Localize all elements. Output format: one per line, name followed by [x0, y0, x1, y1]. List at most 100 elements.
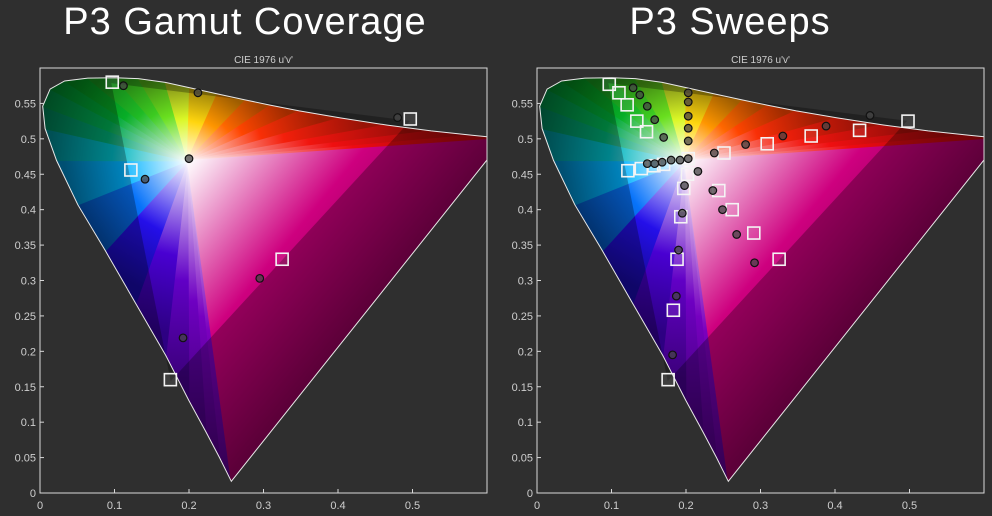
- left-measured-point: [193, 88, 203, 98]
- right-cie-label: CIE 1976 u'v': [731, 55, 790, 66]
- left-x-tick-label: 0.1: [107, 500, 122, 512]
- right-y-tick-label: 0.3: [518, 276, 533, 288]
- right-measured-point: [709, 148, 719, 158]
- right-x-tick-label: 0.2: [678, 500, 693, 512]
- right-y-tick-label: 0: [527, 488, 533, 500]
- right-x-tick-label: 0.1: [604, 500, 619, 512]
- left-target-square: [163, 372, 178, 387]
- right-measured-point: [683, 111, 693, 121]
- right-x-tick-label: 0.5: [902, 500, 917, 512]
- left-y-tick-label: 0.3: [21, 276, 36, 288]
- right-target-square: [760, 136, 775, 151]
- right-measured-point: [865, 111, 875, 120]
- right-target-square: [680, 167, 695, 182]
- left-measured-point: [184, 154, 194, 164]
- right-measured-point: [628, 83, 638, 93]
- right-target-square: [804, 129, 818, 143]
- right-measured-point: [821, 121, 831, 131]
- left-x-tick-label: 0.5: [405, 500, 420, 512]
- left-y-tick-label: 0.15: [15, 382, 36, 394]
- right-measured-point: [675, 155, 685, 165]
- right-measured-point: [683, 88, 693, 98]
- right-target-square: [670, 252, 684, 267]
- right-target-square: [630, 114, 644, 128]
- left-gamut-mask: [40, 68, 487, 493]
- left-y-tick-label: 0.5: [21, 134, 36, 146]
- left-measured-point: [393, 113, 403, 122]
- right-measured-point: [642, 159, 652, 169]
- left-chart-title: P3 Gamut Coverage: [63, 1, 427, 43]
- right-target-square: [725, 202, 739, 217]
- right-measured-point: [683, 123, 693, 133]
- right-measured-point: [642, 101, 652, 111]
- right-measured-point: [683, 136, 693, 146]
- right-measured-point: [635, 90, 645, 100]
- left-cie-label: CIE 1976 u'v': [234, 55, 293, 66]
- right-x-tick-label: 0: [534, 500, 540, 512]
- right-measured-point: [650, 115, 660, 125]
- right-measured-point: [659, 133, 669, 142]
- right-measured-point: [741, 140, 750, 149]
- left-x-tick-label: 0.4: [330, 500, 345, 512]
- right-measured-point: [708, 186, 718, 195]
- right-target-square: [852, 123, 867, 138]
- left-target-square: [105, 75, 120, 89]
- left-x-tick-label: 0.3: [256, 500, 271, 512]
- left-y-tick-label: 0.4: [21, 205, 36, 217]
- right-y-tick-label: 0.1: [518, 417, 533, 429]
- left-y-tick-label: 0.2: [21, 346, 36, 358]
- left-target-square: [403, 112, 418, 126]
- right-gamut-mask: [537, 68, 984, 493]
- right-target-square: [639, 124, 654, 139]
- left-x-tick-label: 0: [37, 500, 43, 512]
- right-target-square: [612, 85, 626, 100]
- right-target-square: [620, 98, 634, 112]
- right-x-tick-label: 0.3: [753, 500, 768, 512]
- right-measured-point: [650, 159, 660, 169]
- left-outside-p3-shade: [42, 77, 487, 482]
- right-y-tick-label: 0.15: [512, 382, 533, 394]
- left-spectral-locus: [42, 77, 487, 483]
- right-measured-point: [671, 291, 681, 301]
- left-target-square: [275, 252, 289, 267]
- left-y-tick-label: 0.25: [15, 311, 36, 323]
- right-target-square: [621, 163, 635, 178]
- right-target-square: [717, 146, 731, 160]
- right-y-tick-label: 0.5: [518, 134, 533, 146]
- left-x-tick-label: 0.2: [181, 500, 196, 512]
- left-y-tick-label: 0.45: [15, 169, 36, 181]
- left-measured-point: [255, 273, 265, 283]
- right-y-tick-label: 0.05: [512, 453, 533, 465]
- right-target-square: [661, 372, 675, 387]
- right-target-square: [772, 252, 786, 267]
- right-y-tick-label: 0.2: [518, 346, 533, 358]
- right-target-square: [666, 303, 681, 318]
- left-measured-point: [178, 333, 188, 343]
- right-measured-point: [750, 258, 759, 268]
- right-y-tick-label: 0.45: [512, 169, 533, 181]
- right-measured-point: [718, 205, 727, 215]
- right-target-square: [746, 226, 761, 240]
- right-measured-point: [680, 181, 689, 190]
- left-target-square: [124, 163, 138, 177]
- left-measured-point: [140, 174, 150, 184]
- left-y-tick-label: 0.55: [15, 98, 36, 110]
- right-outside-p3-shade: [539, 77, 984, 482]
- right-measured-point: [778, 131, 788, 141]
- left-y-tick-label: 0.05: [15, 453, 36, 465]
- left-y-tick-label: 0.1: [21, 417, 36, 429]
- right-y-tick-label: 0.25: [512, 311, 533, 323]
- right-measured-point: [677, 208, 687, 218]
- right-y-tick-label: 0.35: [512, 240, 533, 252]
- right-gamut-fill: [537, 68, 984, 493]
- left-gamut-fill: [40, 68, 487, 493]
- right-measured-point: [668, 350, 677, 360]
- right-measured-point: [683, 154, 693, 164]
- right-measured-point: [666, 155, 676, 165]
- right-spectral-locus: [539, 77, 984, 483]
- right-measured-point: [732, 230, 742, 239]
- right-y-tick-label: 0.55: [512, 98, 533, 110]
- left-y-tick-label: 0: [30, 488, 36, 500]
